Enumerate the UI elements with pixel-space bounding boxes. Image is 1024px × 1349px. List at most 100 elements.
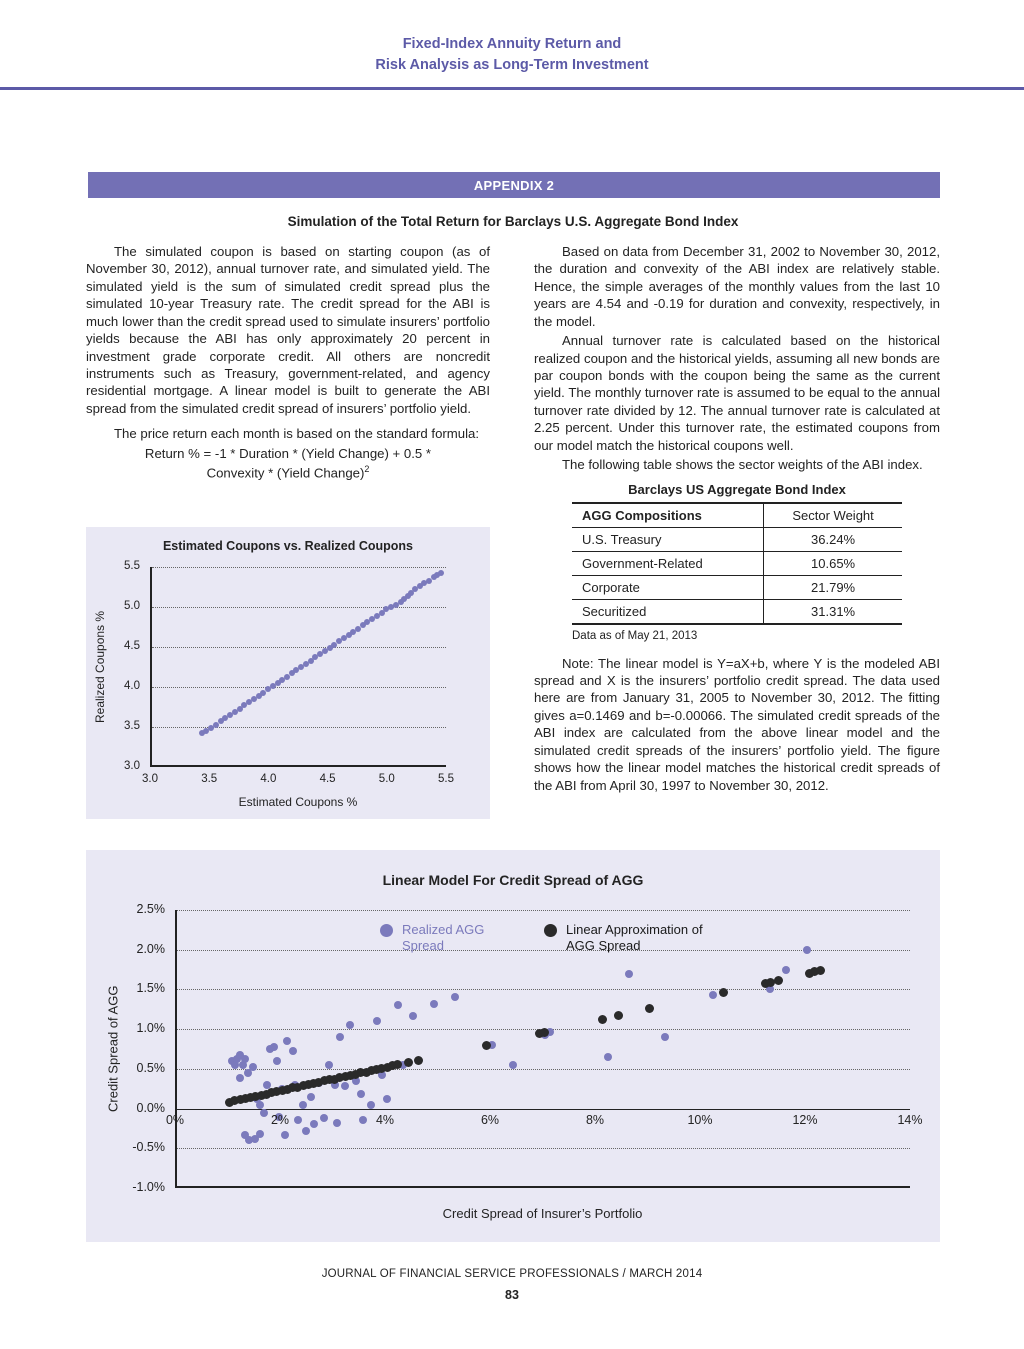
running-head: Fixed-Index Annuity Return and Risk Anal… xyxy=(0,34,1024,76)
scatter-point xyxy=(326,644,333,651)
scatter-point xyxy=(545,1027,554,1036)
scatter-point xyxy=(333,1118,342,1127)
scatter-point xyxy=(387,1061,397,1071)
scatter-point xyxy=(645,1003,654,1013)
scatter-point xyxy=(416,583,423,590)
left-column: The simulated coupon is based on startin… xyxy=(86,243,490,484)
scatter-point xyxy=(350,628,357,635)
table-cell-weight: 10.65% xyxy=(763,551,902,577)
scatter-point xyxy=(340,635,347,642)
linear-approx-dot-icon xyxy=(544,924,557,937)
scatter-point xyxy=(366,1065,376,1075)
scatter-point xyxy=(708,990,717,999)
note-paragraph: Note: The linear model is Y=aX+b, where … xyxy=(534,655,940,793)
chart2-title: Linear Model For Credit Spread of AGG xyxy=(382,872,644,888)
scatter-point xyxy=(319,1076,329,1086)
scatter-point xyxy=(250,696,257,702)
scatter-point xyxy=(411,586,418,593)
scatter-point xyxy=(351,1076,360,1085)
formula-intro: The price return each month is based on … xyxy=(114,426,480,442)
scatter-point xyxy=(317,651,324,658)
scatter-point xyxy=(230,1096,240,1106)
scatter-point xyxy=(351,1069,360,1079)
scatter-point xyxy=(426,577,433,584)
scatter-point xyxy=(372,1017,381,1026)
scatter-point xyxy=(274,680,281,686)
scatter-point xyxy=(280,1130,289,1139)
scatter-point xyxy=(298,1081,308,1091)
scatter-point xyxy=(293,1082,303,1092)
scatter-point xyxy=(815,965,825,975)
scatter-point xyxy=(241,702,248,709)
scatter-point xyxy=(235,1095,245,1105)
scatter-point xyxy=(718,988,728,998)
scatter-point xyxy=(240,1093,250,1103)
chart1-plot-area xyxy=(150,567,446,767)
scatter-point xyxy=(345,1070,355,1080)
scatter-point xyxy=(299,1100,307,1109)
scatter-point xyxy=(603,1052,612,1061)
scatter-point xyxy=(236,705,243,712)
legend-item-realized: Realized AGG Spread xyxy=(380,922,498,955)
scatter-point xyxy=(267,1088,276,1098)
scatter-point xyxy=(766,985,775,994)
scatter-point xyxy=(437,569,444,576)
scatter-point xyxy=(321,648,328,654)
scatter-point xyxy=(260,689,267,696)
scatter-point xyxy=(534,1028,544,1038)
scatter-point xyxy=(259,1108,268,1117)
right-paragraph-1: Based on data from December 31, 2002 to … xyxy=(534,244,940,329)
scatter-point xyxy=(231,708,238,715)
scatter-point xyxy=(359,1116,368,1125)
scatter-point xyxy=(760,978,770,988)
scatter-point xyxy=(624,969,633,978)
scatter-point xyxy=(377,1063,387,1073)
scatter-point xyxy=(288,1047,297,1056)
scatter-point xyxy=(283,1037,292,1046)
scatter-point xyxy=(282,1085,292,1094)
scatter-point xyxy=(212,721,219,728)
legend-item-linear: Linear Approximation of AGG Spread xyxy=(544,922,716,955)
scatter-point xyxy=(255,1100,264,1109)
scatter-point xyxy=(203,728,210,734)
scatter-point xyxy=(765,977,775,987)
scatter-point xyxy=(309,1120,318,1129)
scatter-point xyxy=(361,1067,371,1077)
scatter-point xyxy=(251,1092,261,1102)
section-title: Simulation of the Total Return for Barcl… xyxy=(287,214,739,229)
chart2-x-axis-label: Credit Spread of Insurer’s Portfolio xyxy=(442,1206,643,1221)
scatter-point xyxy=(340,1072,350,1082)
realized-spread-dot-icon xyxy=(380,924,393,937)
scatter-point xyxy=(303,1080,313,1090)
scatter-point xyxy=(243,1068,252,1077)
sector-weights-table: AGG Compositions Sector Weight U.S. Trea… xyxy=(572,501,902,626)
scatter-point xyxy=(249,1063,258,1072)
scatter-point xyxy=(238,1060,247,1069)
scatter-point xyxy=(597,1015,607,1025)
scatter-point xyxy=(421,580,428,586)
table-cell-weight: 31.31% xyxy=(763,599,902,625)
table-caption: Data as of May 21, 2013 xyxy=(572,630,698,643)
scatter-point xyxy=(250,1134,259,1143)
formula-line-1: Return % = -1 * Duration * (Yield Change… xyxy=(144,445,432,461)
table-cell-weight: 36.24% xyxy=(763,527,902,552)
scatter-point xyxy=(245,1136,254,1145)
scatter-point xyxy=(378,609,385,616)
chart1-x-axis-label: Estimated Coupons % xyxy=(238,795,358,809)
scatter-point xyxy=(393,1060,402,1070)
chart2-y-ticks: 2.5% 2.0% 1.5% 1.0% 0.5% 0.0% -0.5% -1.0% xyxy=(132,902,165,1194)
scatter-point xyxy=(283,673,290,680)
scatter-point xyxy=(270,1042,279,1051)
scatter-point xyxy=(230,1060,239,1069)
scatter-point xyxy=(403,1058,413,1067)
scatter-point xyxy=(307,657,314,664)
table-header-compositions: AGG Compositions xyxy=(572,502,764,528)
scatter-point xyxy=(236,1074,244,1083)
scatter-point xyxy=(255,1129,264,1138)
scatter-point xyxy=(345,632,352,638)
table-cell-label: Government-Related xyxy=(572,551,764,577)
scatter-point xyxy=(263,1080,272,1089)
table-header-row: AGG Compositions Sector Weight xyxy=(572,502,902,528)
legend-label-realized: Realized AGG Spread xyxy=(402,922,485,954)
scatter-point xyxy=(613,1011,623,1021)
